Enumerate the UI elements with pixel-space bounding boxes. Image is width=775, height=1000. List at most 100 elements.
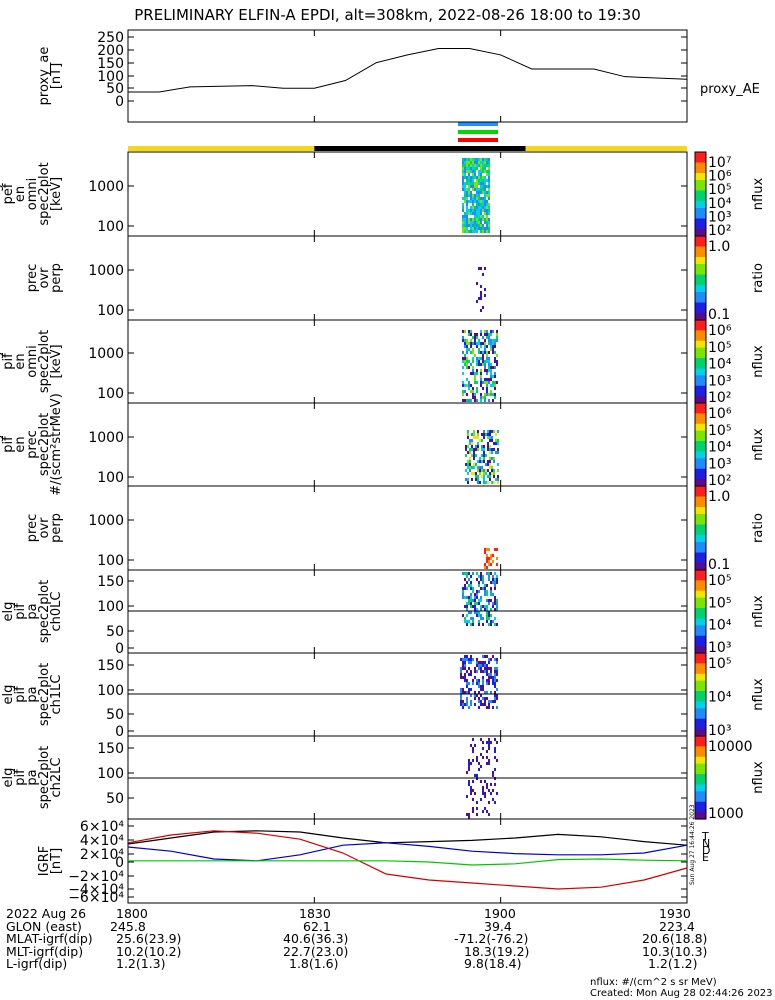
spectrogram-cell	[470, 209, 472, 212]
colorbar-tick-label: 10³	[708, 723, 731, 739]
spectrogram-cell	[486, 548, 488, 551]
spectrogram-cell	[480, 694, 482, 697]
spectrogram-cell	[490, 363, 492, 366]
spectrogram-cell	[486, 605, 488, 608]
spectrogram-cell	[470, 227, 472, 230]
colorbar-segment	[695, 725, 706, 730]
spectrogram-cell	[468, 602, 470, 605]
spectrogram-cell	[476, 221, 478, 224]
spectrogram-cell	[496, 360, 498, 363]
spectrogram-cell	[488, 209, 490, 212]
spectrogram-cell	[462, 572, 464, 575]
colorbar-segment	[695, 264, 706, 269]
colorbar-segment	[695, 201, 706, 206]
spectrogram-cell	[470, 602, 472, 605]
spectrogram-cell	[478, 667, 480, 670]
spectrogram-cell	[495, 451, 497, 454]
colorbar-segment	[695, 434, 706, 439]
spectrogram-cell	[480, 173, 482, 176]
spectrogram-cell	[483, 478, 485, 481]
spectrogram-cell	[492, 593, 494, 596]
spectrogram-cell	[496, 575, 498, 578]
spectrogram-cell	[496, 759, 498, 762]
spectrogram-cell	[472, 167, 474, 170]
spectrogram-cell	[460, 658, 462, 661]
spectrogram-cell	[462, 230, 464, 233]
spectrogram-cell	[464, 587, 466, 590]
spectrogram-cell	[488, 212, 490, 215]
spectrogram-cell	[466, 363, 468, 366]
spectrogram-cell	[466, 399, 468, 402]
spectrogram-cell	[470, 185, 472, 188]
spectrogram-cell	[481, 469, 483, 472]
spectrogram-cell	[484, 161, 486, 164]
spectrogram-cell	[488, 744, 490, 747]
spectrogram-cell	[489, 457, 491, 460]
y-axis-label: prec	[25, 430, 40, 458]
spectrogram-cell	[478, 357, 480, 360]
spectrogram-cell	[478, 706, 480, 709]
spectrogram-cell	[483, 460, 485, 463]
spectrogram-cell	[485, 463, 487, 466]
spectrogram-cell	[489, 436, 491, 439]
spectrogram-cell	[487, 460, 489, 463]
spectrogram-cell	[482, 670, 484, 673]
spectrogram-cell	[484, 194, 486, 197]
colorbar-segment	[695, 801, 706, 806]
spectrogram-cell	[466, 587, 468, 590]
spectrogram-cell	[490, 691, 492, 694]
spectrogram-cell	[464, 691, 466, 694]
spectrogram-cell	[476, 209, 478, 212]
spectrogram-cell	[478, 351, 480, 354]
spectrogram-cell	[492, 366, 494, 369]
colorbar-segment	[695, 687, 706, 692]
colorbar-label: nflux	[751, 595, 766, 628]
spectrogram-cell	[474, 602, 476, 605]
spectrogram-cell	[478, 360, 480, 363]
spectrogram-cell	[464, 170, 466, 173]
spectrogram-cell	[472, 605, 474, 608]
spectrogram-cell	[464, 218, 466, 221]
spectrogram-cell	[462, 179, 464, 182]
y-axis-label: spec2plot	[37, 663, 52, 726]
spectrogram-cell	[466, 378, 468, 381]
spectrogram-cell	[481, 466, 483, 469]
spectrogram-cell	[471, 439, 473, 442]
colorbar-segment	[695, 753, 706, 758]
spectrogram-cell	[492, 399, 494, 402]
spectrogram-cell	[460, 697, 462, 700]
spectrogram-cell	[470, 575, 472, 578]
footer-row-mlat: MLAT-igrf(dip) 25.6(23.9) 40.6(36.3) -71.2(…	[6, 931, 708, 947]
spectrogram-cell	[480, 230, 482, 233]
row-label: 2022 Aug 26	[6, 906, 87, 921]
spectrogram-cell	[494, 360, 496, 363]
spectrogram-cell	[478, 158, 480, 161]
spectrogram-cell	[480, 578, 482, 581]
spectrogram-cell	[482, 747, 484, 750]
spectrogram-cell	[482, 357, 484, 360]
spectrogram-cell	[472, 200, 474, 203]
colorbar-segment	[695, 211, 706, 216]
spectrogram-cell	[476, 578, 478, 581]
y-axis-label: ovr	[37, 517, 52, 539]
spectrogram-cell	[476, 390, 478, 393]
spectrogram-cell	[482, 206, 484, 209]
colorbar-tick-label: 1000	[708, 806, 744, 822]
colorbar-segment	[695, 194, 706, 199]
spectrogram-cell	[462, 206, 464, 209]
spectrogram-cell	[494, 375, 496, 378]
spectrogram-cell	[468, 688, 470, 691]
spectrogram-cell	[484, 664, 486, 667]
colorbar-segment	[695, 611, 706, 616]
spectrogram-cell	[482, 342, 484, 345]
spectrogram-cell	[480, 798, 482, 801]
spectrogram-cell	[468, 221, 470, 224]
spectrogram-cell	[494, 572, 496, 575]
proxy-ae-line	[128, 48, 688, 93]
spectrogram-cell	[474, 396, 476, 399]
colorbar-segment	[695, 559, 706, 564]
colorbar-segment	[695, 601, 706, 606]
spectrogram-cell	[464, 161, 466, 164]
